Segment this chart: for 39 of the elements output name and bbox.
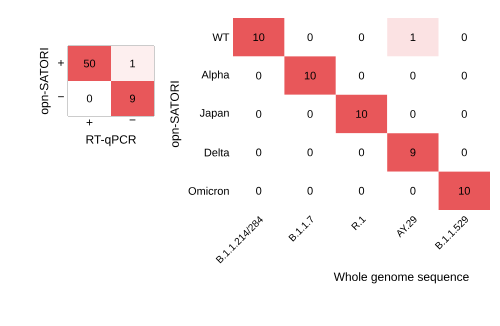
data-label: 0	[86, 94, 92, 102]
x-tick-label: R.1	[351, 216, 366, 230]
data-label: 50	[84, 60, 96, 68]
data-label: 0	[256, 110, 262, 118]
data-label: 0	[462, 110, 467, 118]
y-tick-label: Japan	[200, 109, 229, 119]
x-axis-title: Whole genome sequence	[334, 272, 469, 284]
data-label: 0	[462, 72, 467, 80]
data-label: 0	[307, 110, 313, 118]
data-label: 1	[410, 33, 416, 41]
data-label: 0	[462, 148, 467, 156]
data-label: 0	[256, 186, 262, 195]
data-label: 0	[358, 33, 364, 42]
x-axis-title: RT-qPCR	[86, 135, 136, 146]
data-label: 0	[307, 33, 313, 42]
data-label: 10	[459, 186, 470, 195]
data-label: 0	[307, 186, 313, 195]
y-tick-label: Alpha	[201, 70, 230, 81]
data-label: 10	[304, 72, 316, 80]
data-label: 10	[356, 110, 368, 118]
data-label: 0	[462, 33, 467, 42]
data-label: 0	[358, 148, 364, 156]
data-label: 1	[130, 60, 136, 68]
data-label: 0	[256, 72, 262, 80]
data-label: 0	[410, 72, 416, 80]
y-tick-label: Omicron	[188, 186, 229, 195]
y-axis-title: opn-SATORI	[170, 81, 182, 148]
y-tick-label: WT	[212, 33, 230, 41]
y-axis-title: opn-SATORI	[40, 48, 51, 114]
data-label: 0	[358, 186, 364, 195]
data-label: 10	[253, 33, 264, 42]
data-label: 0	[410, 110, 416, 118]
data-label: 9	[130, 94, 136, 102]
y-tick-label: Delta	[204, 148, 230, 156]
data-label: 0	[410, 186, 416, 195]
data-label: 0	[307, 148, 313, 156]
data-label: 0	[256, 148, 262, 156]
data-label: 9	[410, 148, 416, 156]
data-label: 0	[358, 72, 364, 80]
